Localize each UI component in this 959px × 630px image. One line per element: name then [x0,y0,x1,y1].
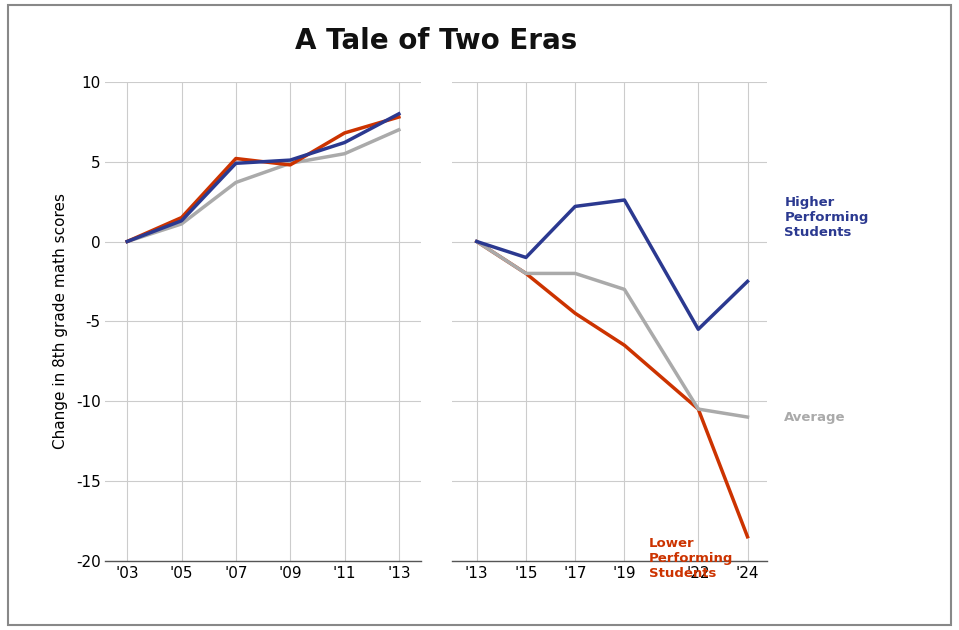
Y-axis label: Change in 8th grade math scores: Change in 8th grade math scores [53,193,67,449]
Text: Higher
Performing
Students: Higher Performing Students [784,196,869,239]
Text: A Tale of Two Eras: A Tale of Two Eras [295,27,577,55]
Text: Lower
Performing
Students: Lower Performing Students [649,537,734,580]
Text: Average: Average [784,411,846,423]
